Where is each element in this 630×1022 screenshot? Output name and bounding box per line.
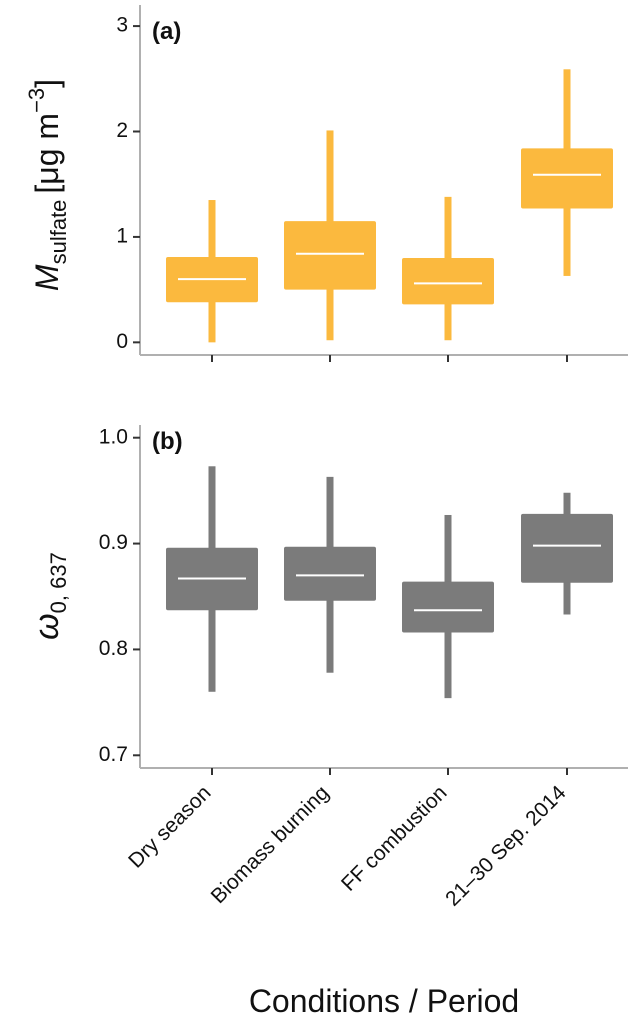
x-tick-label: Biomass burning <box>207 781 334 908</box>
box <box>402 581 494 633</box>
y-tick-label: 1.0 <box>99 425 128 448</box>
box <box>284 221 376 290</box>
y-label-unit: [μg m <box>29 113 65 194</box>
x-axis-label: Conditions / Period <box>249 983 519 1019</box>
panel-label: (a) <box>152 18 181 45</box>
box <box>402 258 494 305</box>
y-tick-label: 0.9 <box>99 531 128 554</box>
box <box>284 546 376 601</box>
y-label-symbol: M <box>29 264 65 291</box>
x-tick-label: FF combustion <box>337 781 451 895</box>
y-axis-label: ω0, 637 <box>28 552 71 640</box>
y-axis-label: Msulfate [μg m−3] <box>24 79 71 291</box>
box <box>521 513 613 583</box>
y-tick-label: 0.8 <box>99 637 128 660</box>
panel-label: (b) <box>152 428 183 455</box>
y-tick-label: 0.7 <box>99 743 128 766</box>
y-tick-label: 3 <box>116 14 128 37</box>
y-tick-label: 1 <box>116 224 128 247</box>
x-tick-label: 21–30 Sep. 2014 <box>441 781 571 911</box>
y-label-subscript: sulfate <box>46 200 71 265</box>
y-label-symbol: ω <box>28 613 66 639</box>
x-tick-label: Dry season <box>124 781 215 872</box>
box <box>521 148 613 209</box>
y-tick-label: 2 <box>116 119 128 142</box>
y-tick-label: 0 <box>116 330 128 353</box>
y-label-exponent: −3 <box>24 88 49 113</box>
y-label-close: ] <box>29 79 65 88</box>
y-label-subscript: 0, 637 <box>46 552 71 613</box>
